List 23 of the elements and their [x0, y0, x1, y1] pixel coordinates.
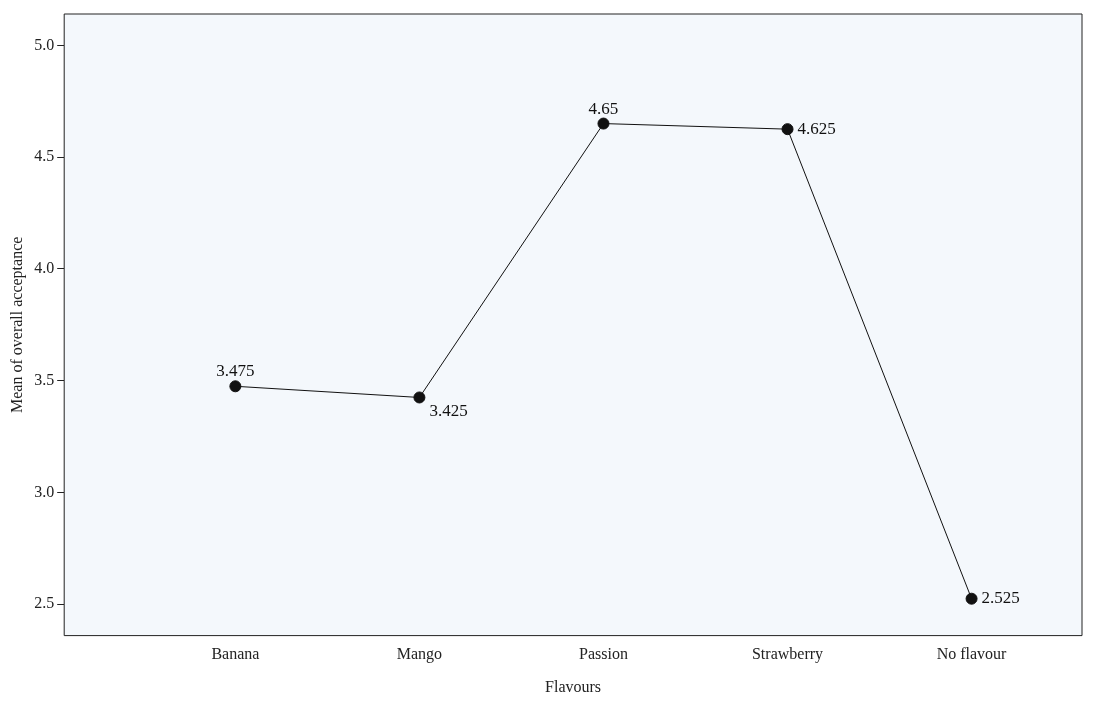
point: [229, 380, 242, 393]
data-label: 3.425: [429, 401, 468, 421]
point: [597, 117, 610, 130]
data-label: 4.65: [588, 98, 619, 118]
point: [781, 123, 794, 136]
x-tick-label: Passion: [579, 645, 628, 663]
y-tick-label: 3.0: [34, 482, 55, 500]
y-axis-title: Mean of overall acceptance: [7, 236, 26, 413]
data-label: 3.475: [216, 361, 255, 381]
x-tick-label: No flavour: [936, 645, 1008, 663]
x-axis-title: Flavours: [545, 677, 602, 695]
y-tick-label: 4.5: [34, 147, 55, 165]
y-tick-label: 2.5: [34, 594, 55, 612]
x-tick-label: Banana: [211, 645, 260, 663]
x-tick-label: Strawberry: [751, 645, 824, 664]
y-tick-label: 4.0: [34, 259, 55, 277]
point: [965, 592, 978, 605]
y-tick-label: 3.5: [34, 370, 55, 388]
point: [413, 391, 426, 404]
y-tick-label: 5.0: [34, 35, 55, 53]
x-tick-label: Mango: [396, 645, 443, 664]
data-label: 2.525: [981, 588, 1020, 608]
data-label: 4.625: [797, 118, 836, 138]
